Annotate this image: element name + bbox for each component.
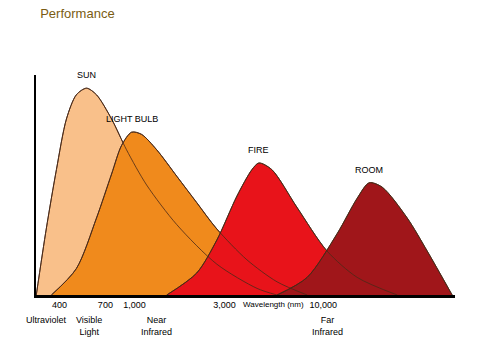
svg-text:VisibleLight: VisibleLight xyxy=(76,315,102,337)
svg-text:1,000: 1,000 xyxy=(123,300,146,310)
svg-text:ROOM: ROOM xyxy=(355,165,383,175)
svg-text:NearInfrared: NearInfrared xyxy=(141,315,172,337)
svg-text:Wavelength (nm): Wavelength (nm) xyxy=(243,300,304,309)
svg-text:FarInfrared: FarInfrared xyxy=(312,315,343,337)
svg-text:SUN: SUN xyxy=(77,70,96,80)
svg-text:Ultraviolet: Ultraviolet xyxy=(26,315,67,325)
svg-text:10,000: 10,000 xyxy=(309,300,337,310)
svg-text:Performance: Performance xyxy=(40,6,114,21)
svg-text:700: 700 xyxy=(98,300,113,310)
svg-text:LIGHT BULB: LIGHT BULB xyxy=(106,114,158,124)
svg-text:3,000: 3,000 xyxy=(213,300,236,310)
svg-text:400: 400 xyxy=(52,300,67,310)
svg-text:FIRE: FIRE xyxy=(248,145,269,155)
